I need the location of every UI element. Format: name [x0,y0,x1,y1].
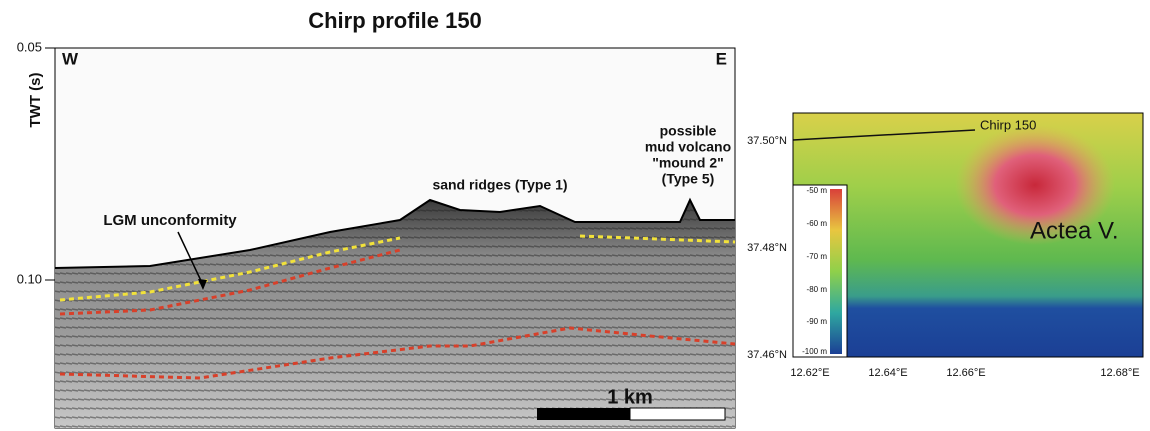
lat-label: 37.48°N [747,242,787,254]
red-horizon [59,248,401,316]
depth-label: -60 m [807,219,828,228]
track-label: Chirp 150 [980,117,1036,132]
chirp-track [792,129,976,141]
annotation: LGM unconformity [103,212,237,229]
lat-label: 37.46°N [747,349,787,361]
east-label: E [716,49,727,68]
depth-label: -50 m [807,186,828,195]
reflectors [55,200,735,428]
scale-bar-white [629,407,726,421]
annotation: sand ridges (Type 1) [432,177,567,193]
annotation: (Type 5) [662,171,715,187]
lon-label: 12.66°E [946,367,985,379]
depth-label: -80 m [807,285,828,294]
depth-color-bar [830,189,842,354]
annotation: possible [660,123,717,139]
depth-label: -90 m [807,317,828,326]
arrow-head [198,279,207,290]
y-tick-label: 0.10 [17,271,42,286]
scale-bar-black [537,408,630,420]
lon-label: 12.62°E [790,367,829,379]
depth-label: -70 m [807,252,828,261]
depth-label: -100 m [802,347,827,356]
west-label: W [62,49,79,68]
red-horizon [59,326,736,380]
profile-title: Chirp profile 150 [308,8,482,33]
annotation: "mound 2" [652,155,724,171]
y-axis-label: TWT (s) [27,73,44,128]
arrow [177,231,204,286]
scale-bar-label: 1 km [607,386,653,408]
lon-label: 12.68°E [1100,367,1139,379]
lat-label: 37.50°N [747,135,787,147]
yellow-horizon [59,236,401,302]
annotation: mud volcano [645,139,731,155]
feature-label: Actea V. [1030,217,1119,244]
y-tick-label: 0.05 [17,39,42,54]
seafloor [54,197,735,269]
yellow-horizon [579,234,736,244]
actea-volcano [955,125,1115,245]
lon-label: 12.64°E [868,367,907,379]
